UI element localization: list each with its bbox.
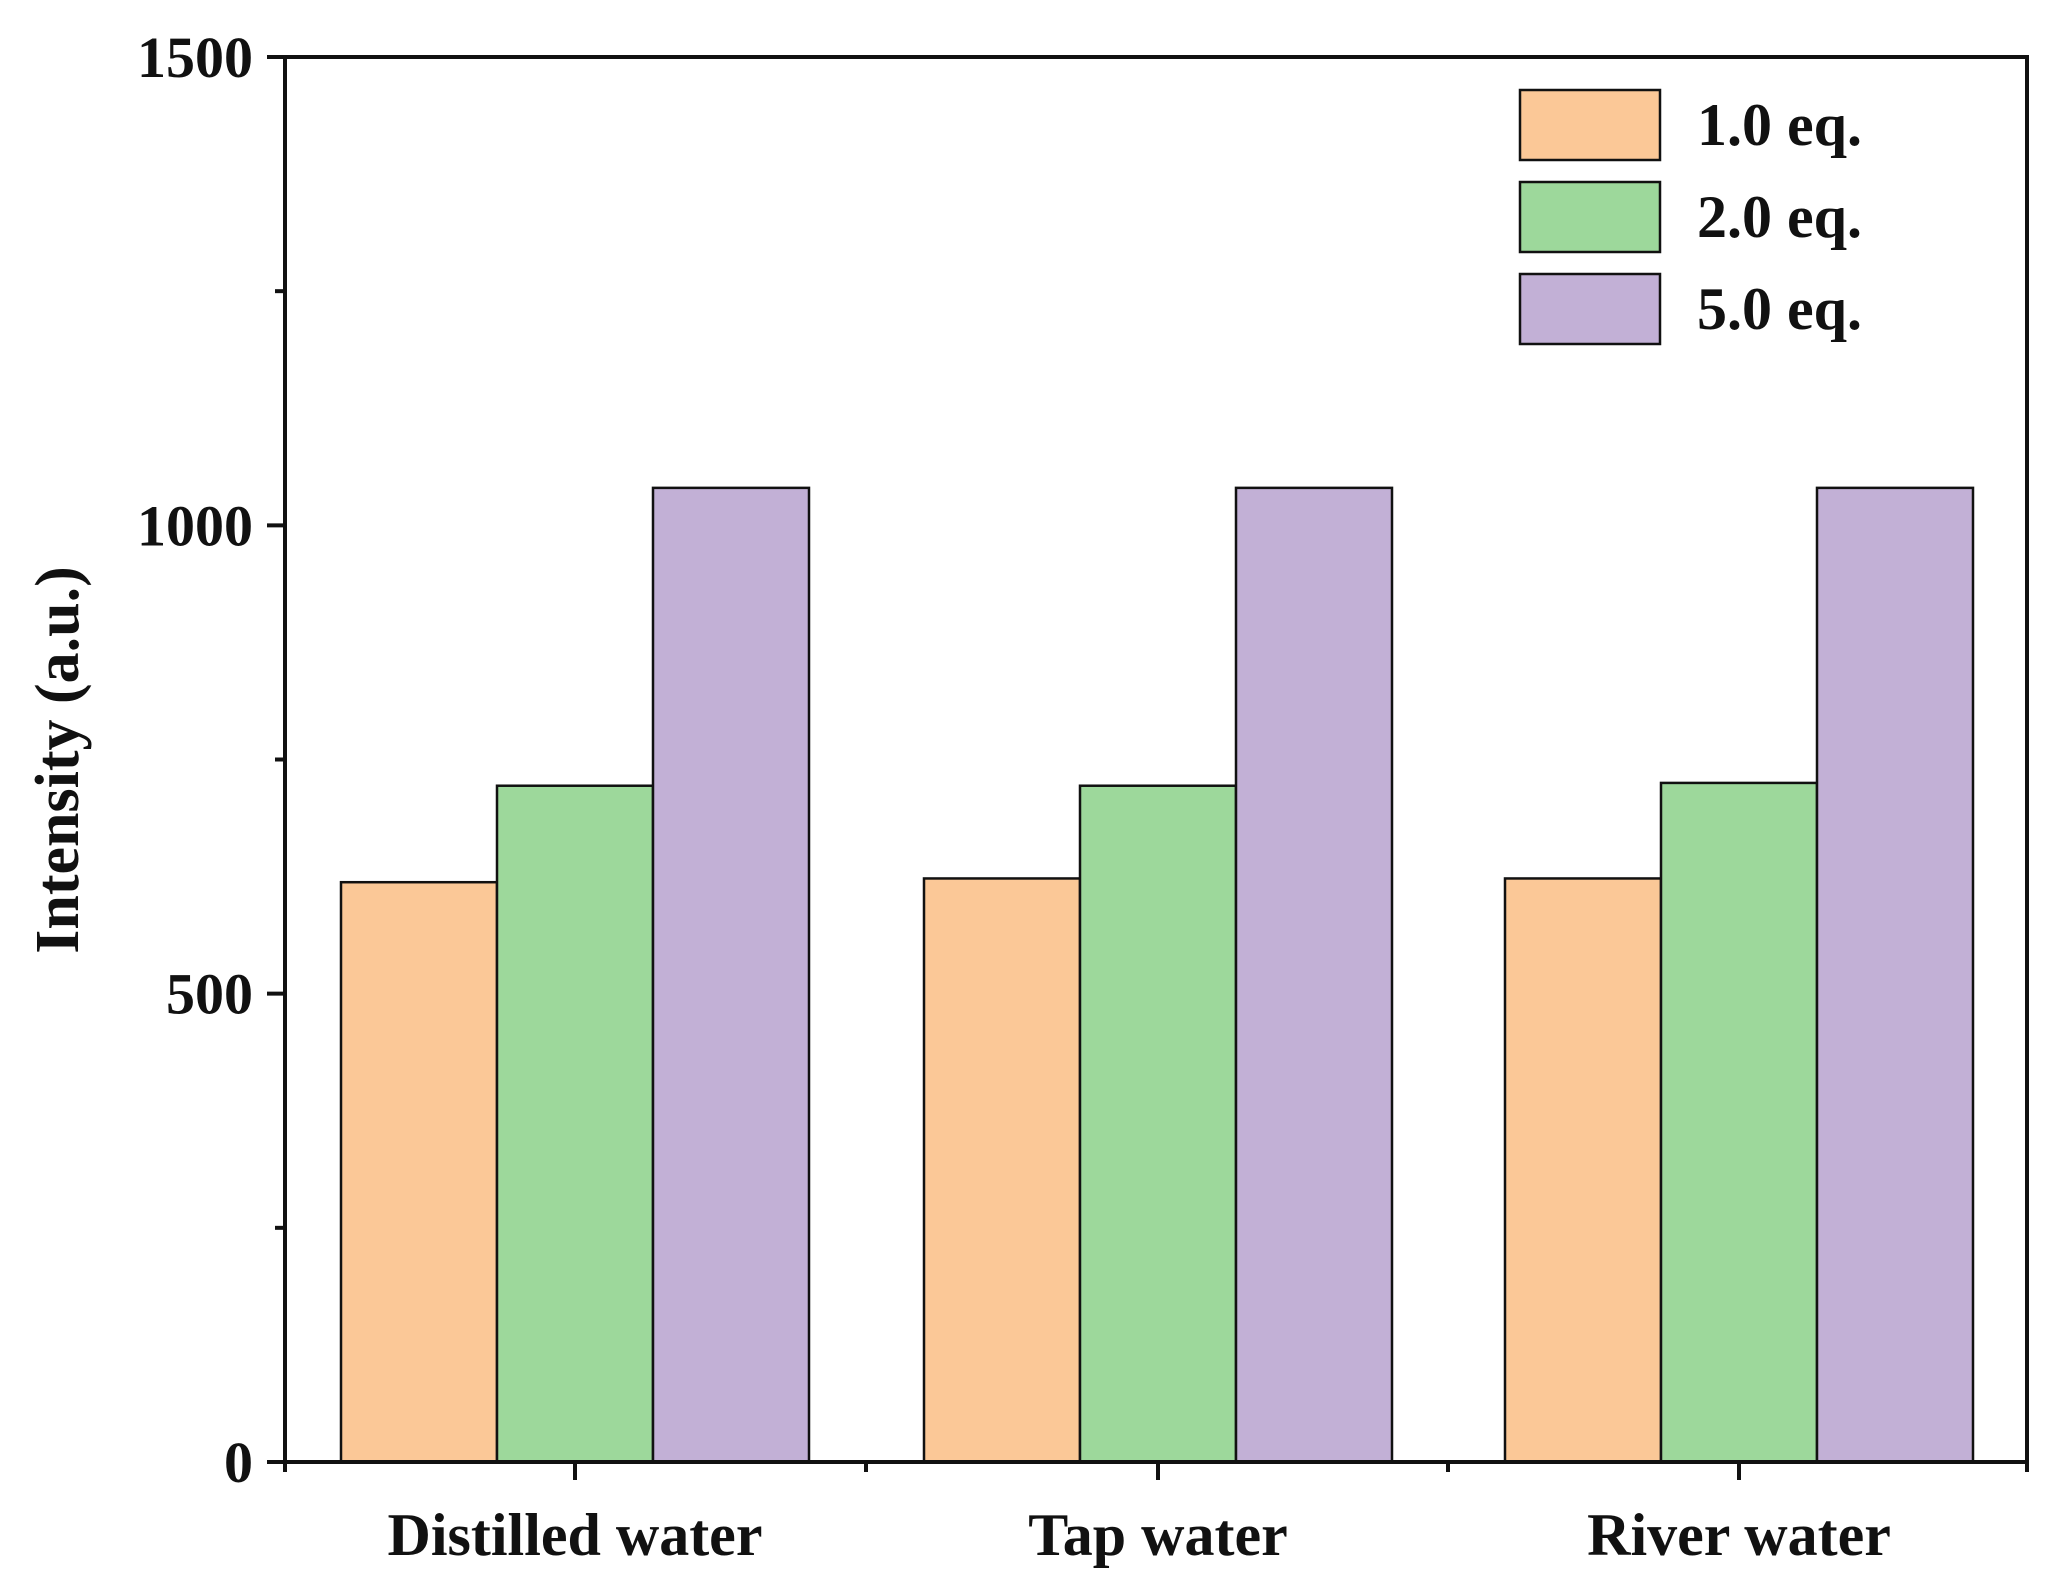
bar-5-0-eq-river-water — [1815, 486, 1975, 1464]
y-tick-label: 500 — [166, 962, 253, 1027]
y-axis-title: Intensity (a.u.) — [24, 566, 92, 954]
legend-swatch — [1518, 88, 1662, 162]
legend-label: 5.0 eq. — [1697, 276, 1862, 342]
x-tick-label: Tap water — [1028, 1502, 1287, 1568]
bar-5-0-eq-tap-water — [1234, 486, 1394, 1464]
bar-2-0-eq-distilled-water — [495, 784, 655, 1464]
bar-1-0-eq-tap-water — [922, 877, 1082, 1464]
legend-label: 1.0 eq. — [1697, 92, 1862, 158]
legend-swatch — [1518, 272, 1662, 346]
legend-swatch — [1518, 180, 1662, 254]
y-tick-label: 1500 — [137, 25, 253, 90]
bar-2-0-eq-tap-water — [1078, 784, 1238, 1464]
y-tick-label: 0 — [224, 1430, 253, 1495]
bar-1-0-eq-river-water — [1503, 877, 1663, 1464]
y-axis: 0 500 1000 1500 — [137, 25, 285, 1495]
x-tick-label: Distilled water — [388, 1502, 763, 1568]
bars-layer — [339, 486, 1975, 1464]
legend: 1.0 eq. 2.0 eq. 5.0 eq. — [1518, 88, 1862, 346]
bar-1-0-eq-distilled-water — [339, 880, 499, 1464]
bar-5-0-eq-distilled-water — [651, 486, 811, 1464]
bar-2-0-eq-river-water — [1659, 781, 1819, 1464]
y-tick-label: 1000 — [137, 493, 253, 558]
x-axis: Distilled water Tap water River water — [283, 1462, 2029, 1568]
x-tick-label: River water — [1587, 1502, 1891, 1568]
legend-label: 2.0 eq. — [1697, 184, 1862, 250]
